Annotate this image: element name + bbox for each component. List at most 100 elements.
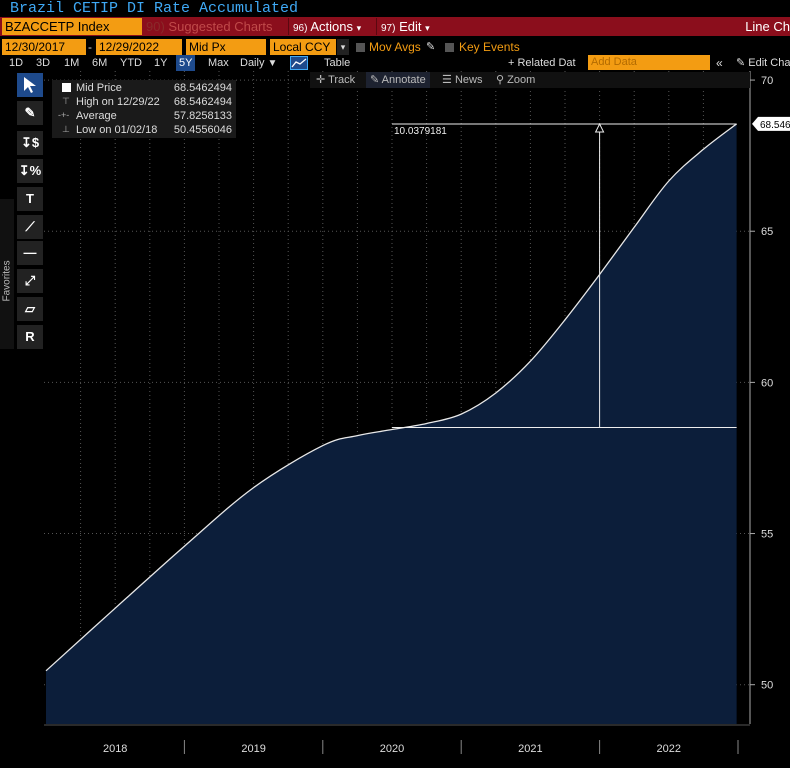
magnifier-icon: ⚲ — [496, 74, 505, 86]
chevron-down-icon: ▾ — [356, 23, 362, 33]
date-separator: - — [88, 40, 92, 54]
ray-line-icon[interactable]: ⤢ — [17, 269, 43, 293]
edit-number: 97) — [381, 23, 396, 34]
crosshair-icon: ✛ — [316, 74, 326, 86]
key-events-label: Key Events — [459, 40, 520, 54]
pencil-icon: ✎ — [736, 57, 746, 69]
high-marker-icon: ⊤ — [62, 96, 70, 106]
period-max[interactable]: Max — [208, 57, 229, 69]
x-axis-band — [0, 724, 790, 768]
retracement-icon[interactable]: R — [17, 325, 43, 349]
pencil-icon: ✎ — [370, 74, 380, 86]
period-6m[interactable]: 6M — [92, 57, 108, 69]
price-line-icon[interactable]: ↧$ — [17, 131, 43, 155]
legend-series-value: 68.5462494 — [173, 82, 232, 94]
pencil-icon[interactable]: ✎ — [426, 41, 436, 53]
annotation-measure: 10.0379181 — [392, 122, 737, 428]
legend-series-name: Mid Price — [76, 82, 122, 94]
price-line — [45, 123, 737, 672]
frequency-label: Daily — [240, 57, 265, 69]
actions-label: Actions — [310, 19, 353, 34]
legend-average-value: 57.8258133 — [173, 110, 232, 122]
actions-button[interactable]: 96) Actions ▾ — [288, 18, 365, 35]
y-tick-label: 60 — [761, 377, 773, 389]
period-1m[interactable]: 1M — [64, 57, 80, 69]
annotation-delta-label: 10.0379181 — [394, 126, 447, 137]
period-3d[interactable]: 3D — [36, 57, 51, 69]
average-marker-icon: -+- — [58, 110, 70, 120]
edit-chart-button[interactable]: ✎ Edit Chart — [736, 55, 790, 71]
text-icon[interactable]: T — [17, 187, 43, 211]
horizontal-line-icon[interactable]: — — [17, 241, 43, 265]
edit-label: Edit — [399, 19, 422, 34]
actions-number: 96) — [293, 23, 308, 34]
zoom-button[interactable]: ⚲ Zoom — [496, 72, 535, 88]
x-tick-label: 2019 — [241, 743, 265, 755]
chart-toolbar: ✛ Track ✎ Annotate ☰ News ⚲ Zoom — [310, 72, 750, 88]
x-tick-label: 2018 — [103, 743, 127, 755]
trendline-icon[interactable]: ⟋ — [17, 215, 43, 239]
legend-low-value: 50.4556046 — [173, 124, 232, 136]
channel-icon[interactable]: ▱ — [17, 297, 43, 321]
mov-avgs-label: Mov Avgs — [369, 40, 421, 54]
x-tick-label: 2022 — [657, 743, 681, 755]
line-chart-icon[interactable] — [290, 56, 308, 70]
y-tick-label: 50 — [761, 680, 773, 692]
y-axis: 50 55 60 65 70 68.546 — [749, 71, 790, 724]
news-button[interactable]: ☰ News — [442, 72, 482, 88]
edit-button[interactable]: 97) Edit ▾ — [376, 18, 434, 35]
annotate-label: Annotate — [381, 74, 426, 86]
key-events-checkbox[interactable] — [445, 43, 454, 52]
favorites-label: Favorites — [1, 260, 13, 302]
period-ytd[interactable]: YTD — [120, 57, 142, 69]
chart-type-label: Line Ch — [745, 19, 790, 34]
x-axis: 2018 2019 2020 2021 2022 — [0, 724, 790, 768]
price-field-select[interactable]: Mid Px — [186, 39, 266, 55]
edit-chart-label: Edit Chart — [748, 57, 790, 69]
percent-line-icon[interactable]: ↧% — [17, 159, 43, 183]
pencil-icon[interactable]: ✎ — [17, 101, 43, 125]
chevron-down-icon: ▼ — [267, 58, 278, 69]
collapse-icon[interactable]: « — [716, 56, 723, 70]
header-bar: BZACCETP Index 90) Suggested Charts 96) … — [0, 17, 790, 36]
add-data-input[interactable]: Add Data — [588, 55, 710, 70]
ticker-input[interactable]: BZACCETP Index — [2, 18, 142, 35]
suggested-charts-number: 90) — [146, 19, 165, 34]
mov-avgs-checkbox[interactable] — [356, 43, 365, 52]
currency-select[interactable]: Local CCY — [270, 39, 336, 55]
favorites-tab[interactable]: Favorites — [0, 199, 14, 349]
window-title: Brazil CETIP DI Rate Accumulated — [10, 0, 299, 17]
suggested-charts-button[interactable]: 90) Suggested Charts — [146, 18, 273, 35]
period-bar: 1D 3D 1M 6M YTD 1Y 5Y Max Daily ▼ Table … — [0, 55, 790, 71]
start-date-input[interactable]: 12/30/2017 — [2, 39, 86, 55]
period-5y[interactable]: 5Y — [176, 55, 196, 71]
annotation-arrow-icon — [594, 122, 605, 133]
title-bar: Brazil CETIP DI Rate Accumulated — [0, 0, 790, 17]
table-button[interactable]: Table — [324, 57, 351, 69]
news-label: News — [454, 74, 483, 86]
arrow-select-icon[interactable] — [17, 73, 43, 97]
legend-low-label: Low on 01/02/18 — [76, 124, 158, 136]
news-icon: ☰ — [442, 74, 452, 86]
drawing-tools-sidebar: Favorites ✎ ↧$ ↧% T ⟋ — ⤢ ▱ R — [0, 71, 46, 353]
zoom-label: Zoom — [507, 74, 536, 86]
chevron-down-icon: ▾ — [425, 23, 430, 33]
legend-high-label: High on 12/29/22 — [76, 96, 160, 108]
end-date-input[interactable]: 12/29/2022 — [96, 39, 182, 55]
frequency-select[interactable]: Daily ▼ — [240, 55, 277, 71]
y-tick-label: 65 — [761, 226, 773, 238]
x-tick-label: 2021 — [518, 743, 542, 755]
suggested-charts-label: Suggested Charts — [168, 19, 273, 34]
period-1y[interactable]: 1Y — [154, 57, 168, 69]
y-tick-label: 70 — [761, 75, 773, 87]
annotate-button[interactable]: ✎ Annotate — [366, 72, 430, 88]
series-checkbox[interactable] — [62, 83, 71, 92]
date-range-bar: 12/30/2017 - 12/29/2022 Mid Px Local CCY… — [0, 39, 790, 55]
period-1d[interactable]: 1D — [9, 57, 24, 69]
chart-legend: Mid Price 68.5462494 ⊤ High on 12/29/22 … — [52, 80, 236, 138]
chevron-down-icon[interactable]: ▾ — [337, 39, 349, 55]
related-data-button[interactable]: + Related Dat — [508, 57, 576, 69]
y-tick-label: 55 — [761, 529, 773, 541]
track-button[interactable]: ✛ Track — [316, 72, 355, 88]
